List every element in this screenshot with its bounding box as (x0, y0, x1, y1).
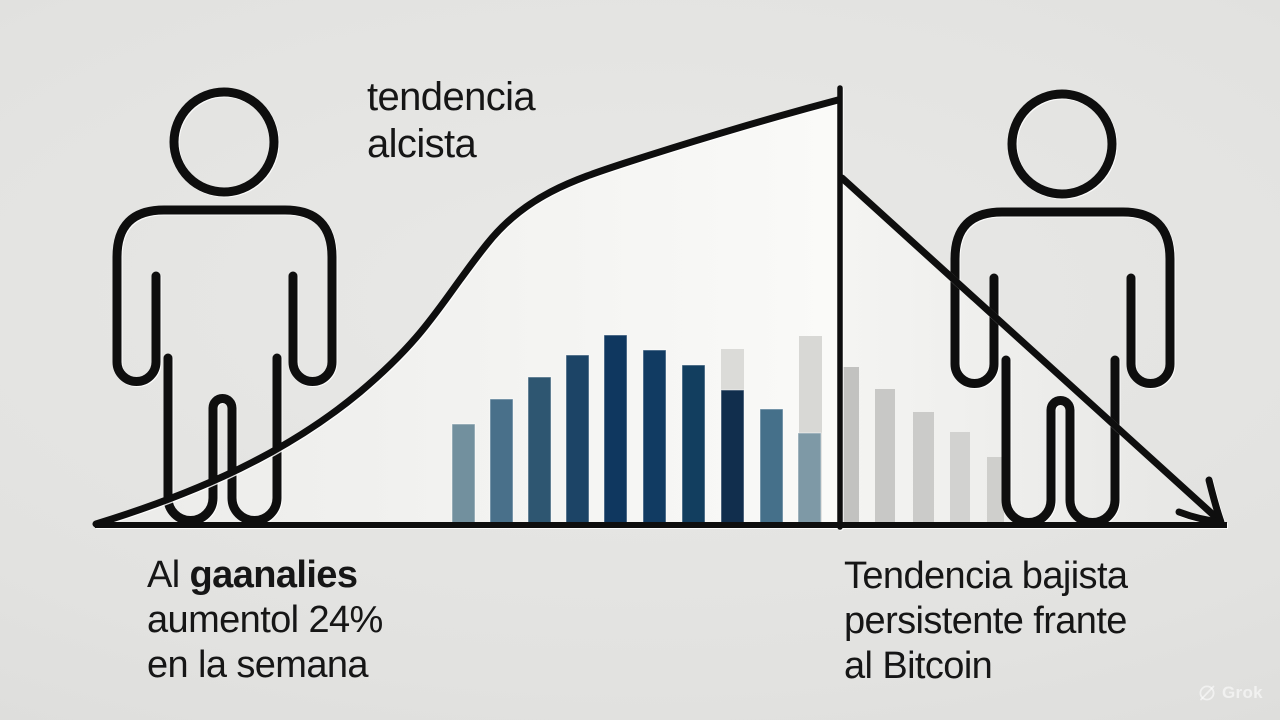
bar (451, 423, 476, 526)
caption-right-line2: persistente frante (844, 600, 1127, 642)
caption-right-line1: Tendencia bajista (844, 555, 1128, 597)
caption-left-line2: aumentol 24% (147, 599, 383, 641)
bar (489, 398, 514, 526)
caption-left: Al gaanalies aumentol 24% en la semana (147, 553, 383, 688)
bar (642, 349, 667, 526)
downtrend-bars (843, 367, 1004, 525)
caption-right-line3: al Bitcoin (844, 645, 993, 687)
uptrend-label-line1: tendencia (367, 75, 536, 119)
bar (759, 408, 784, 526)
bar (950, 432, 970, 525)
uptrend-bars (451, 334, 822, 526)
uptrend-label: tendencia alcista (367, 74, 536, 168)
bar (565, 354, 590, 526)
bar (843, 367, 859, 525)
bar (527, 376, 552, 526)
bar (681, 364, 706, 526)
bar (987, 457, 1004, 525)
caption-right: Tendencia bajista persistente frante al … (844, 554, 1128, 689)
circle-slash-icon (1199, 685, 1215, 701)
bar (875, 389, 895, 525)
caption-left-line3: en la semana (147, 644, 369, 686)
grok-watermark: Grok (1198, 683, 1263, 703)
bar (603, 334, 628, 526)
uptrend-label-line2: alcista (367, 122, 477, 166)
bar (720, 389, 745, 526)
watermark-brand-label: Grok (1222, 683, 1263, 702)
uptrend-curve-line (92, 96, 842, 528)
bar (913, 412, 934, 525)
caption-left-line1: Al gaanalies (147, 554, 358, 596)
bar (797, 432, 822, 526)
